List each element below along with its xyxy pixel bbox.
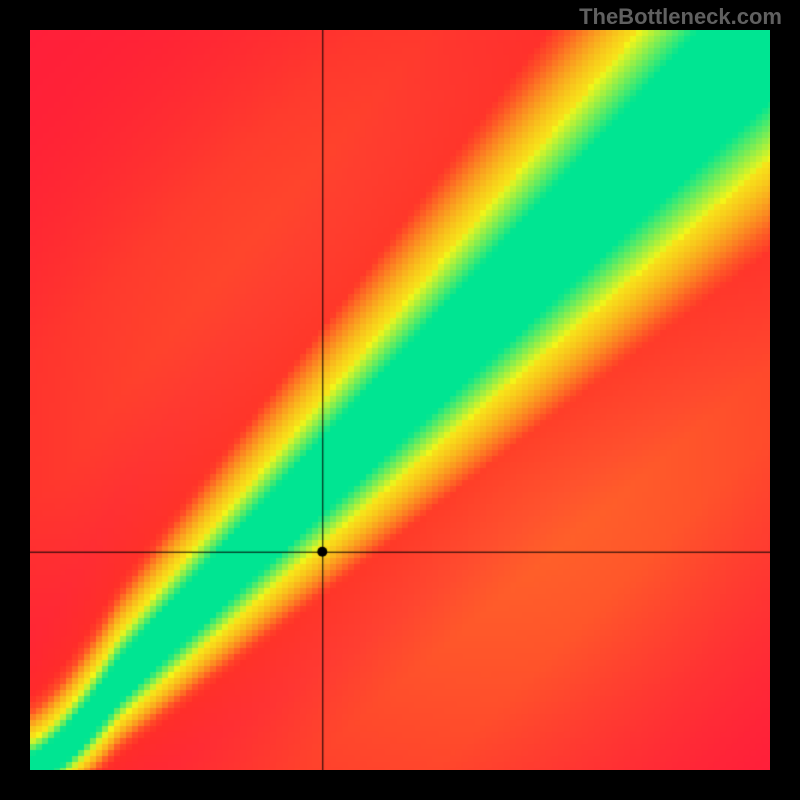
chart-container: TheBottleneck.com <box>0 0 800 800</box>
heatmap-canvas <box>30 30 770 770</box>
plot-area <box>30 30 770 770</box>
watermark-text: TheBottleneck.com <box>579 4 782 30</box>
